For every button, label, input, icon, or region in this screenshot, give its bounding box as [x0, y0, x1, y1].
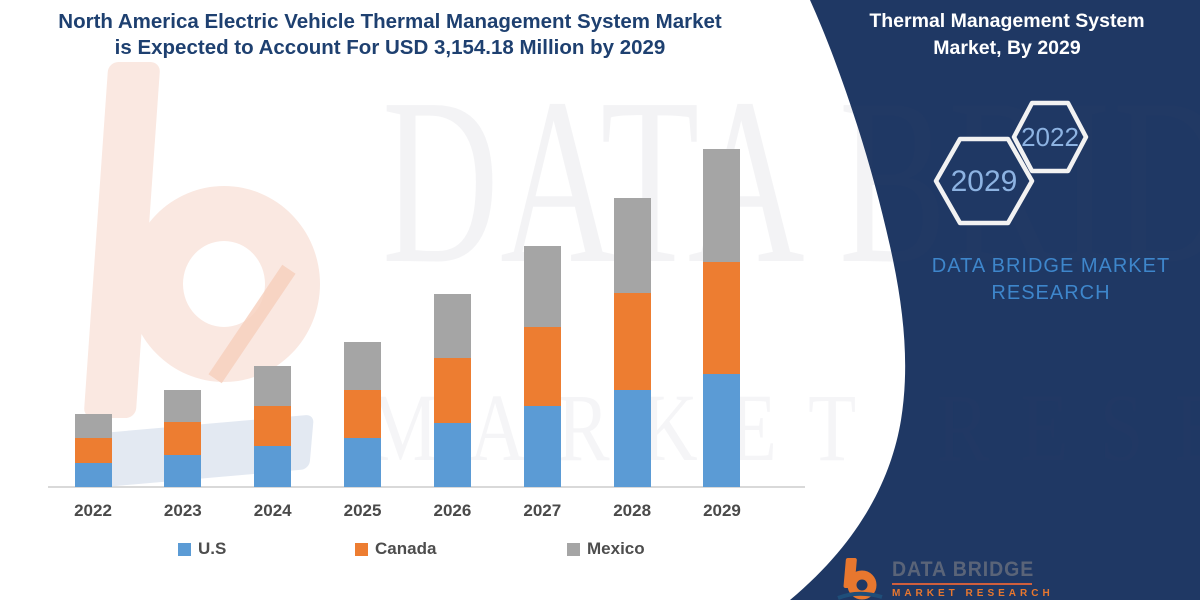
x-axis-label-2023: 2023	[163, 501, 202, 520]
x-axis-label-2027: 2027	[523, 501, 562, 520]
bar-segment-canada-2023	[164, 421, 202, 455]
bar-segment-mexico-2025	[344, 342, 382, 390]
legend-swatch-mexico	[567, 542, 580, 556]
side-panel-shape	[790, 0, 1200, 600]
x-axis-line	[48, 486, 805, 488]
bar-segment-canada-2029	[703, 262, 741, 375]
x-axis-label-2025: 2025	[343, 501, 382, 520]
logo-swoosh	[837, 591, 883, 600]
legend-swatch-canada	[355, 542, 368, 556]
legend-item-mexico: Mexico	[567, 539, 645, 558]
panel-title-line1: Thermal Management System	[869, 10, 1145, 32]
bar-segment-us-2027	[523, 405, 561, 487]
bar-segment-canada-2025	[344, 390, 382, 439]
bar-segment-us-2024	[254, 445, 292, 487]
bar-segment-mexico-2026	[433, 294, 471, 358]
logo-name-text: DATA BRIDGE	[892, 558, 1035, 581]
legend-label-canada: Canada	[375, 539, 437, 558]
x-axis-label-2029: 2029	[703, 501, 741, 520]
bar-segment-canada-2028	[613, 293, 651, 390]
bar-segment-canada-2027	[523, 327, 561, 406]
hexagon-badges: 2022 2029	[933, 100, 1089, 226]
bar-segment-canada-2022	[74, 438, 112, 463]
x-axis-label-2022: 2022	[74, 501, 112, 520]
bar-segment-canada-2026	[433, 357, 471, 423]
hexagon-2029-label: 2029	[951, 165, 1018, 198]
company-logo: DATA BRIDGE MARKET RESEARCH	[836, 558, 1054, 600]
logo-text: DATA BRIDGE MARKET RESEARCH	[892, 558, 1054, 600]
bar-segment-mexico-2024	[254, 366, 292, 406]
panel-title-line2: Market, By 2029	[933, 37, 1081, 59]
legend-label-mexico: Mexico	[587, 539, 645, 558]
logo-b-icon	[837, 558, 883, 600]
legend-swatch-us	[178, 542, 191, 556]
legend-item-canada: Canada	[355, 539, 437, 558]
bar-segment-mexico-2027	[523, 245, 561, 327]
bar-segment-canada-2024	[254, 405, 292, 446]
x-axis-label-2024: 2024	[253, 501, 292, 520]
x-axis-label-2026: 2026	[433, 501, 472, 520]
bar-segment-mexico-2029	[703, 149, 741, 263]
chart-title-line1: North America Electric Vehicle Thermal M…	[58, 10, 722, 33]
chart-title: North America Electric Vehicle Thermal M…	[0, 9, 780, 61]
bar-segment-mexico-2028	[613, 197, 651, 294]
logo-sub-text: MARKET RESEARCH	[892, 588, 1054, 599]
logo-underline	[892, 583, 1032, 585]
hexagon-2022	[1011, 100, 1089, 174]
hexagon-2029	[933, 136, 1035, 226]
bar-segment-us-2028	[613, 390, 651, 487]
bar-segment-us-2023	[164, 454, 202, 487]
bar-segment-mexico-2023	[164, 390, 202, 422]
x-axis-label-2028: 2028	[613, 501, 652, 520]
legend-label-us: U.S	[198, 539, 227, 558]
panel-title: Thermal Management System Market, By 202…	[842, 8, 1172, 62]
brand-text: DATA BRIDGE MARKET RESEARCH	[931, 255, 1171, 304]
bar-segment-mexico-2022	[74, 414, 112, 439]
legend-item-us: U.S	[178, 539, 227, 558]
bar-segment-us-2026	[433, 423, 471, 487]
hexagon-2022-label: 2022	[1021, 122, 1079, 152]
bar-segment-us-2029	[703, 374, 741, 487]
bar-segment-us-2022	[74, 462, 112, 487]
bar-segment-us-2025	[344, 438, 382, 487]
chart-title-line2: is Expected to Account For USD 3,154.18 …	[114, 36, 666, 59]
